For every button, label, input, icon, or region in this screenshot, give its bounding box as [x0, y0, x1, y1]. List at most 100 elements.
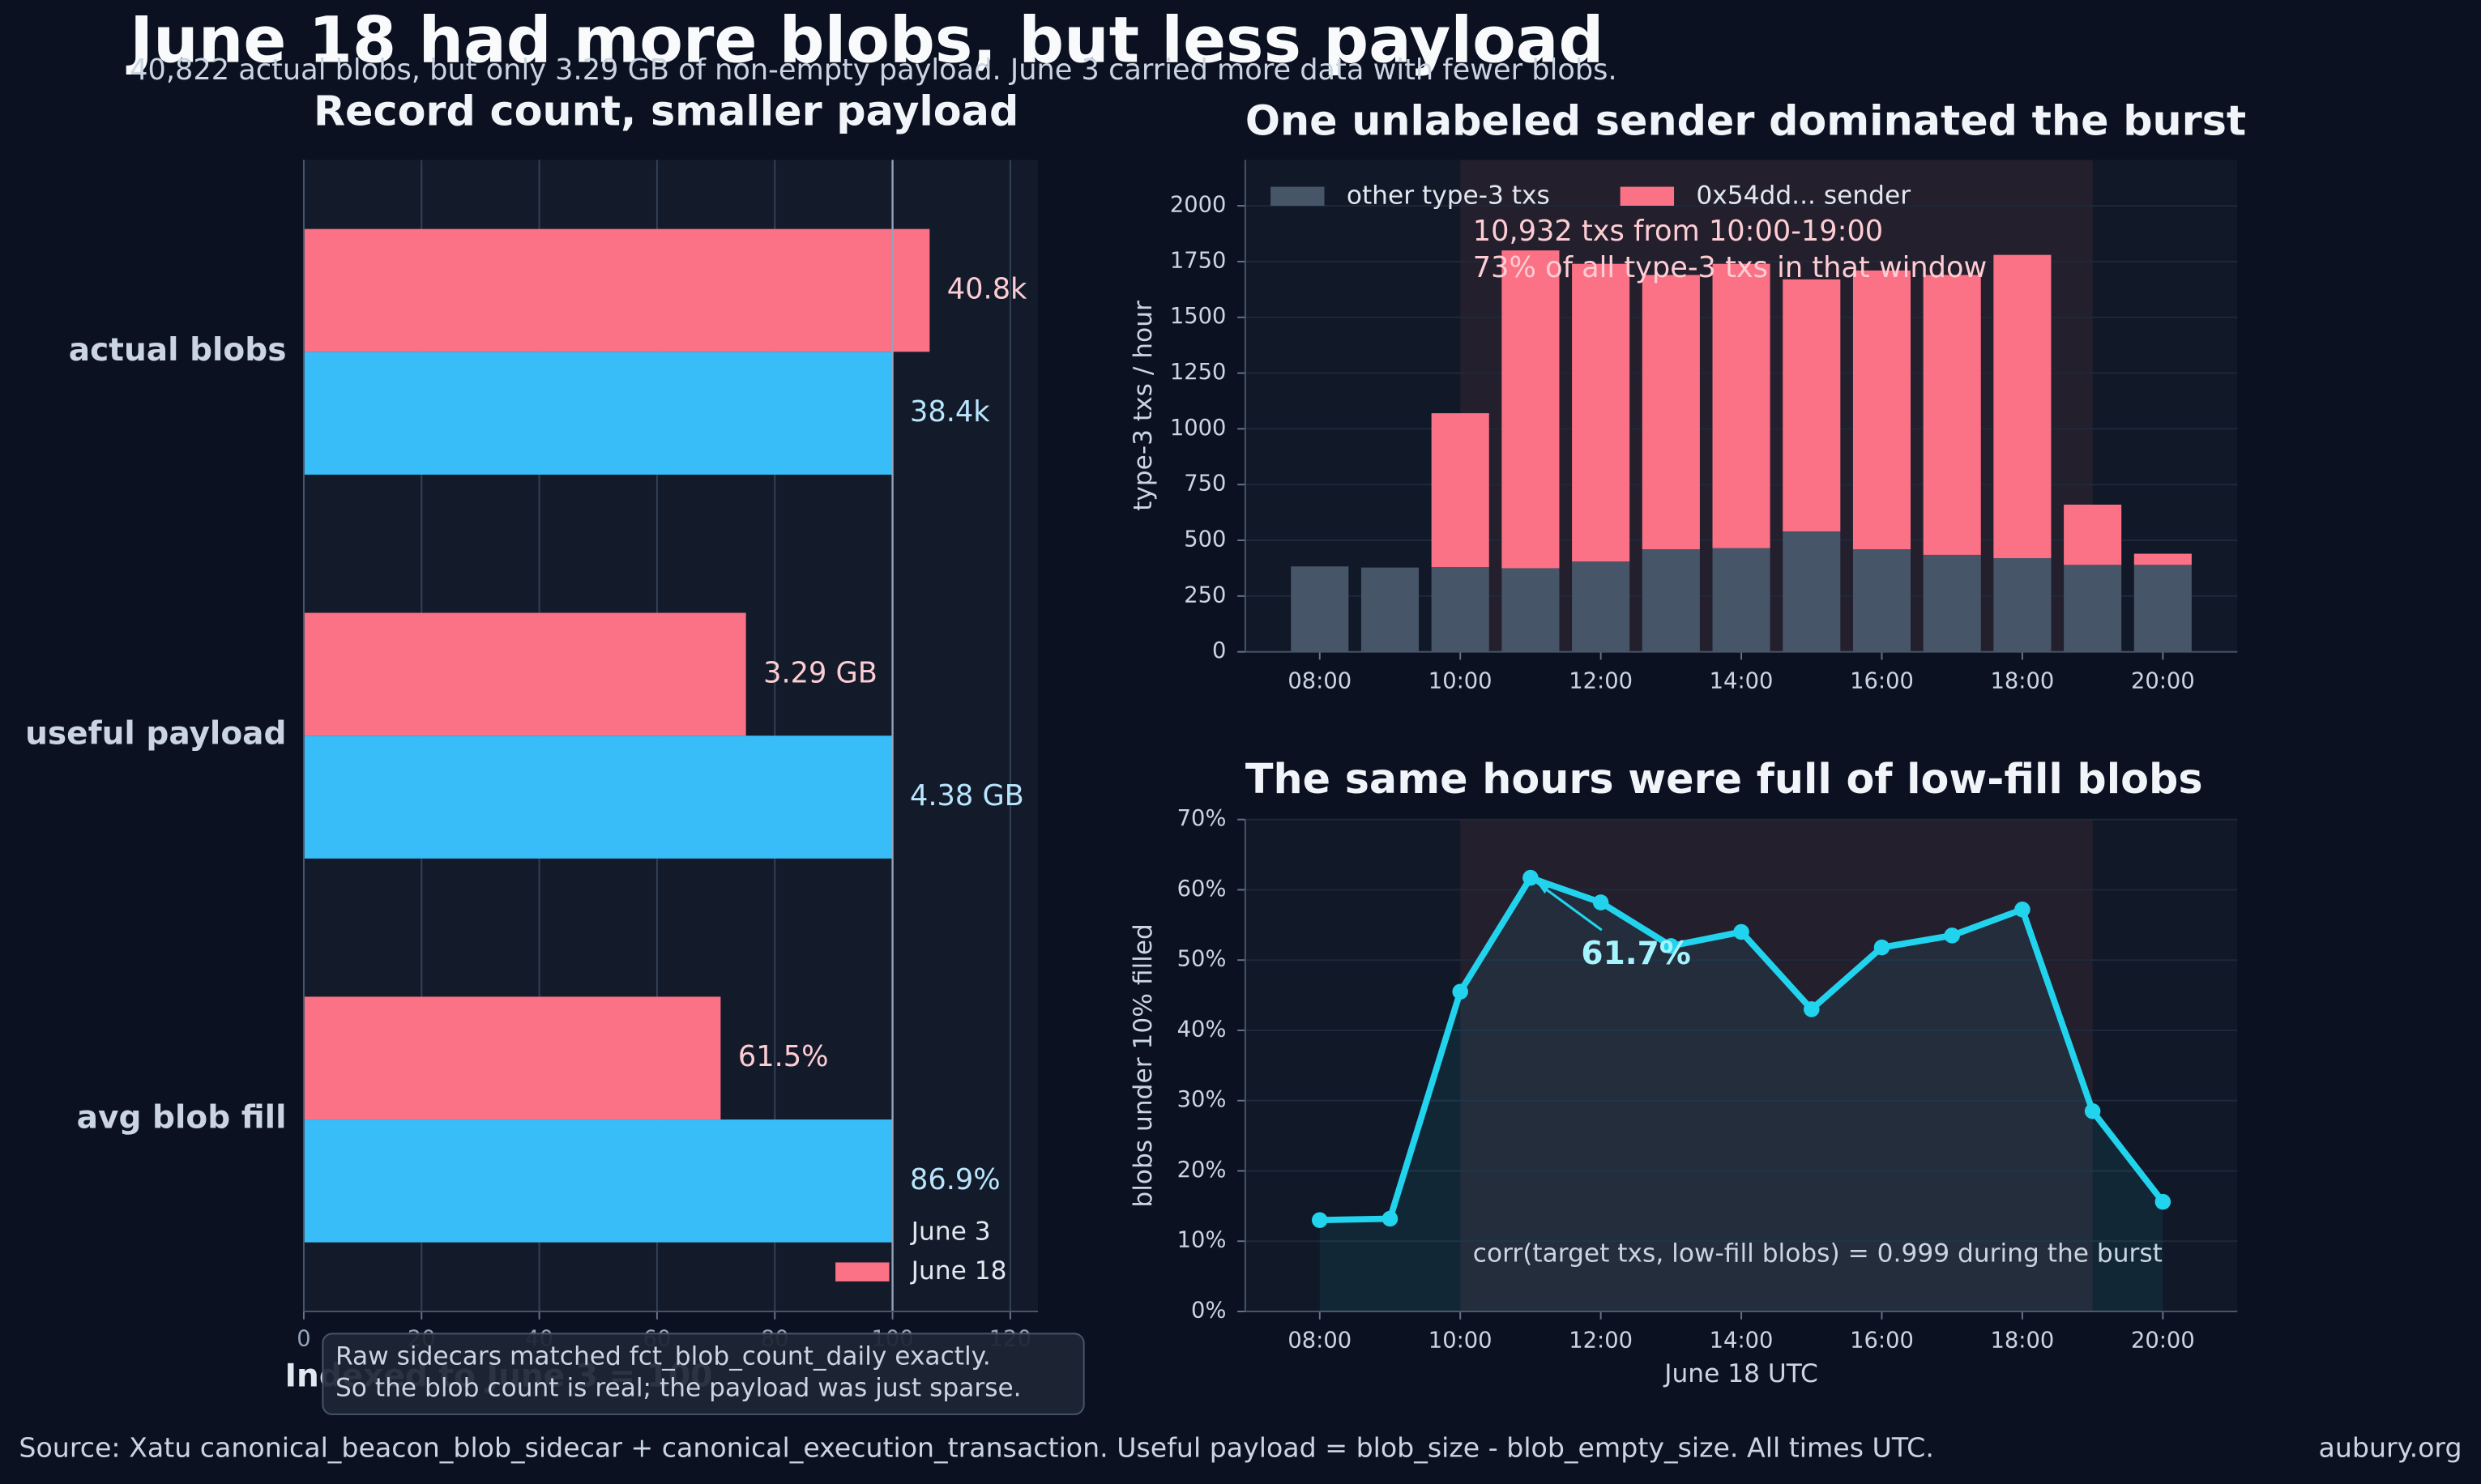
point — [1452, 983, 1468, 1000]
point — [1804, 1001, 1820, 1017]
y-axis-label: type-3 txs / hour — [1129, 301, 1158, 511]
x-tick-label: 08:00 — [1287, 668, 1352, 693]
x-axis-label: June 18 UTC — [1663, 1359, 1818, 1388]
category-label: actual blobs — [69, 332, 287, 369]
point — [1522, 869, 1539, 886]
bar-segment — [2064, 504, 2122, 565]
y-tick-label: 40% — [1177, 1017, 1227, 1042]
bar-segment — [1501, 250, 1560, 569]
x-tick-label: 18:00 — [1991, 668, 2055, 693]
bar-segment — [1852, 549, 1911, 652]
x-tick-label: 0 — [297, 1327, 310, 1352]
value-label: 86.9% — [910, 1163, 1001, 1196]
value-label: 3.29 GB — [763, 656, 878, 689]
arrow-head — [1536, 882, 1552, 894]
bar-segment — [1360, 567, 1420, 652]
value-label: 4.38 GB — [910, 779, 1024, 812]
bar-segment — [1501, 568, 1560, 652]
category-label: useful payload — [25, 716, 286, 753]
plot-area — [1245, 819, 2238, 1312]
point — [2154, 1193, 2171, 1210]
bar-segment — [1572, 263, 1630, 562]
y-tick-label: 0 — [1212, 638, 1226, 663]
x-tick-label: 10:00 — [1428, 1328, 1492, 1354]
legend-label: 0x54dd... sender — [1696, 181, 1911, 210]
bar-segment — [1642, 549, 1700, 652]
peak-label: 61.7% — [1581, 936, 1690, 972]
bar — [303, 612, 746, 736]
legend-swatch — [835, 1262, 890, 1281]
chart-title: Record count, smaller payload — [314, 87, 1018, 135]
legend-swatch — [835, 1222, 890, 1243]
bar-segment — [2133, 553, 2192, 565]
highlight-band — [1460, 819, 2093, 1312]
chart-title: The same hours were full of low-fill blo… — [1245, 755, 2203, 803]
credit: aubury.org — [2319, 1431, 2462, 1463]
point — [1663, 938, 1680, 954]
annotation: corr(target txs, low-fill blobs) = 0.999… — [1473, 1239, 2163, 1269]
y-axis-label: blobs under 10% filled — [1129, 923, 1158, 1207]
x-tick-label: 20:00 — [2131, 1328, 2195, 1354]
point — [2014, 901, 2030, 918]
annotation-arrow — [1535, 881, 1603, 932]
y-tick-label: 1750 — [1170, 248, 1227, 273]
x-tick-label: 14:00 — [1710, 668, 1774, 693]
y-tick-label: 10% — [1177, 1228, 1227, 1253]
bar-segment — [1642, 275, 1700, 550]
bar-segment — [1712, 548, 1770, 652]
point — [1944, 927, 1960, 944]
chart-title: One unlabeled sender dominated the burst — [1245, 96, 2246, 144]
bar — [303, 352, 893, 475]
note-text: Raw sidecars matched fct_blob_count_dail… — [335, 1342, 991, 1371]
y-tick-label: 1500 — [1170, 304, 1227, 329]
bar-segment — [1923, 554, 1981, 652]
bar-segment — [2064, 565, 2122, 652]
legend-swatch — [1270, 186, 1325, 206]
value-label: 61.5% — [738, 1040, 829, 1073]
x-tick-label: 10:00 — [1428, 668, 1492, 693]
y-tick-label: 250 — [1184, 582, 1226, 608]
point — [1592, 894, 1609, 910]
bar — [303, 736, 893, 859]
bar-segment — [1431, 567, 1489, 652]
x-tick-label: 12:00 — [1569, 1328, 1633, 1354]
y-tick-label: 750 — [1184, 471, 1226, 497]
y-tick-label: 0% — [1191, 1298, 1226, 1324]
legend-label: June 3 — [910, 1217, 991, 1246]
bar-segment — [1993, 558, 2052, 652]
x-tick-label: 16:00 — [1850, 668, 1914, 693]
y-tick-label: 60% — [1177, 876, 1227, 902]
annotation: 73% of all type-3 txs in that window — [1473, 251, 1987, 284]
page-title: June 18 had more blobs, but less payload — [126, 3, 1603, 77]
bar — [303, 228, 930, 352]
point — [1733, 923, 1749, 940]
y-tick-label: 1250 — [1170, 360, 1227, 385]
legend-swatch — [1620, 186, 1675, 206]
x-tick-label: 20:00 — [2131, 668, 2195, 693]
bar-segment — [1783, 279, 1841, 532]
y-tick-label: 500 — [1184, 527, 1226, 552]
area-fill — [1319, 877, 2163, 1312]
y-tick-label: 2000 — [1170, 193, 1227, 218]
bar-segment — [1783, 531, 1841, 652]
x-tick-label: 08:00 — [1287, 1328, 1352, 1354]
value-label: 40.8k — [947, 272, 1027, 305]
value-label: 38.4k — [910, 395, 990, 429]
y-tick-label: 1000 — [1170, 416, 1227, 441]
bar-segment — [1923, 275, 1981, 555]
bar — [303, 1119, 893, 1243]
y-tick-label: 20% — [1177, 1158, 1227, 1183]
bar-segment — [1291, 566, 1349, 652]
point — [1381, 1210, 1398, 1227]
x-tick-label: 14:00 — [1710, 1328, 1774, 1354]
bar-segment — [1712, 263, 1770, 548]
y-tick-label: 70% — [1177, 806, 1227, 831]
point — [1312, 1212, 1328, 1228]
y-tick-label: 50% — [1177, 947, 1227, 972]
source: Source: Xatu canonical_beacon_blob_sidec… — [19, 1431, 1933, 1463]
note-box — [322, 1333, 1085, 1415]
legend-label: June 18 — [910, 1256, 1007, 1286]
bar-segment — [1852, 270, 1911, 550]
